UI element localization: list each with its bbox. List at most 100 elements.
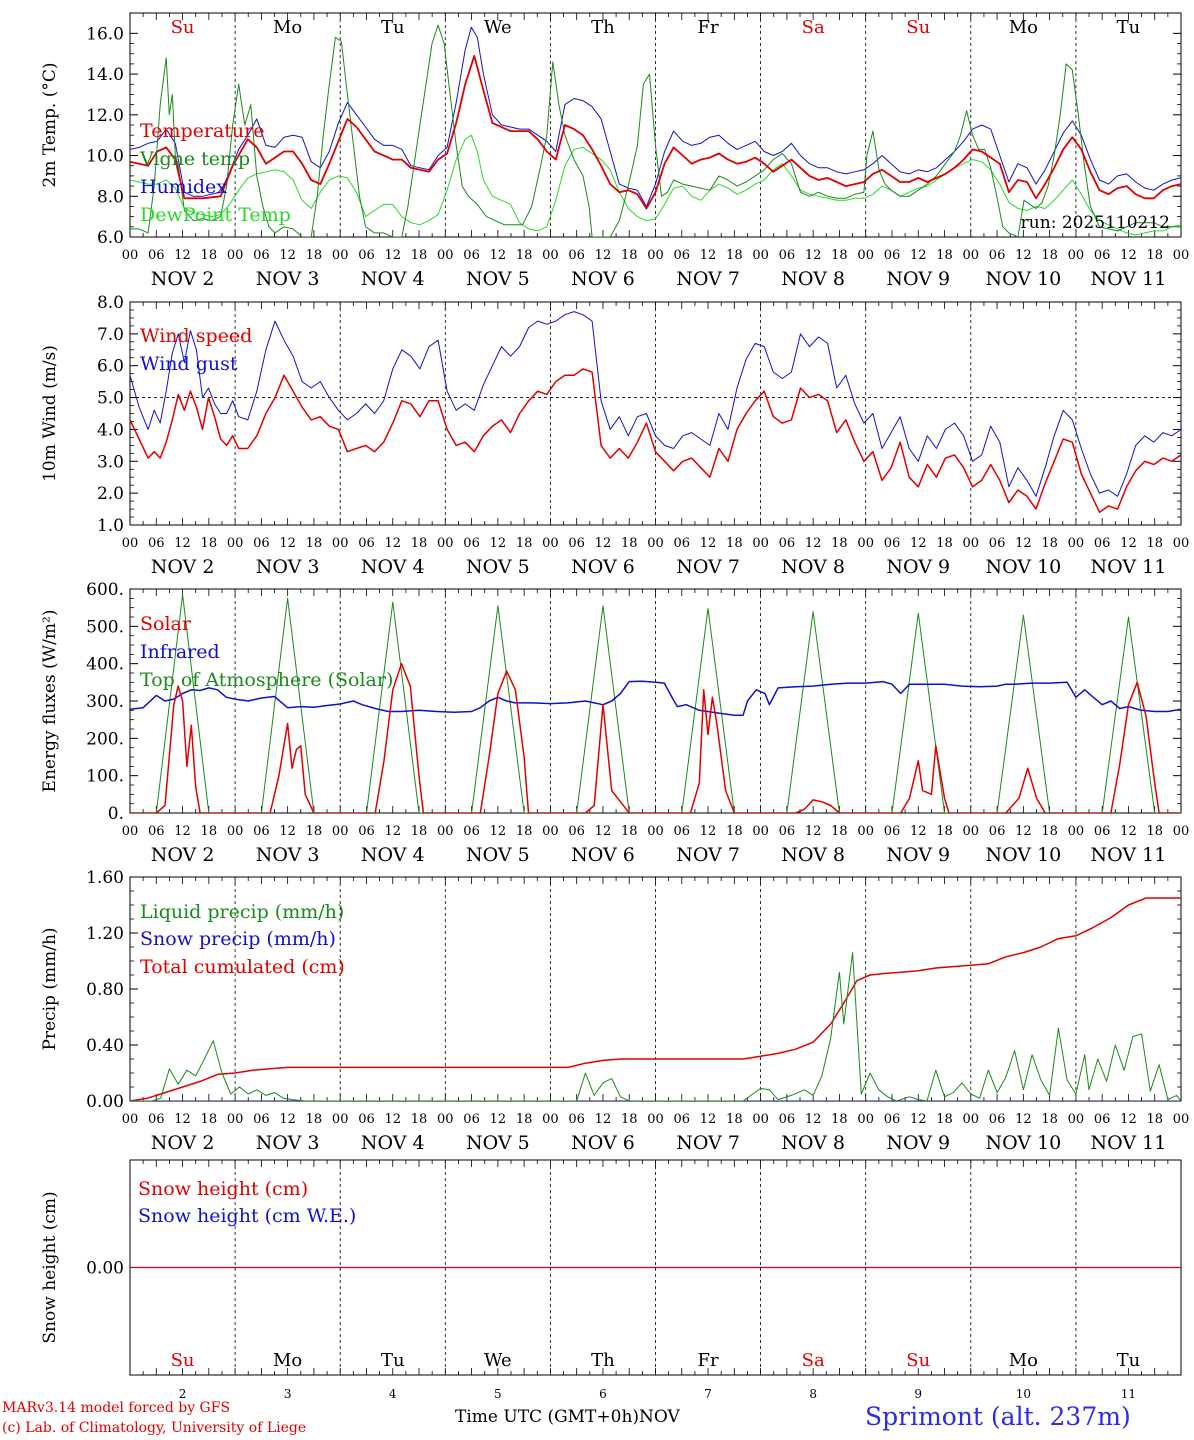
hour-tick-label: 12: [1120, 536, 1137, 551]
y-tick-label: 3.0: [97, 452, 124, 472]
hour-tick-label: 12: [384, 248, 401, 263]
hour-tick-label: 00: [227, 1112, 244, 1127]
date-label: NOV 2: [151, 556, 215, 578]
day-of-week-label: Th: [591, 17, 615, 38]
panel-temperature: 6.0 8.0 10.0 12.0 14.0 16.0 2m Temp. (°C) Tempe…: [40, 12, 1189, 290]
hour-tick-label: 00: [332, 248, 349, 263]
y-tick-label: 500.: [86, 617, 124, 637]
date-label: NOV 7: [676, 844, 740, 866]
date-label: NOV 9: [886, 556, 950, 578]
series-line-vigne-temp: [130, 24, 1181, 237]
y-tick-label: 8.0: [97, 187, 124, 207]
hour-tick-label: 00: [752, 536, 769, 551]
hour-tick-label: 06: [884, 248, 901, 263]
day-number-label: 2: [179, 1387, 187, 1401]
hour-tick-label: 12: [805, 536, 822, 551]
hour-tick-label: 00: [332, 536, 349, 551]
hour-tick-label: 12: [595, 824, 612, 839]
date-label: NOV 9: [886, 844, 950, 866]
date-label: NOV 8: [781, 844, 845, 866]
date-label: NOV 10: [985, 268, 1061, 290]
hour-tick-label: 06: [358, 536, 375, 551]
y-tick-label: 0.00: [86, 1259, 124, 1279]
hour-tick-label: 12: [279, 536, 296, 551]
hour-tick-label: 12: [1015, 536, 1032, 551]
date-label: NOV 7: [676, 268, 740, 290]
x-axis-title-text: Time UTC (GMT+0h): [455, 1407, 640, 1427]
y-tick-label: 16.0: [86, 24, 124, 44]
hour-tick-label: 00: [227, 248, 244, 263]
series-line-wind-speed: [130, 368, 1181, 514]
hour-tick-label: 12: [279, 824, 296, 839]
hour-tick-label: 12: [805, 1112, 822, 1127]
day-of-week-label: Tu: [1117, 1350, 1141, 1371]
hour-tick-label: 00: [437, 1112, 454, 1127]
hour-tick-label: 18: [621, 536, 638, 551]
date-label: NOV 5: [466, 1132, 530, 1154]
hour-tick-label: 18: [1041, 1112, 1058, 1127]
hour-tick-label: 12: [595, 1112, 612, 1127]
hour-tick-label: 00: [227, 824, 244, 839]
hour-tick-label: 06: [148, 824, 165, 839]
date-label: NOV 5: [466, 844, 530, 866]
series-group: [130, 311, 1181, 514]
hour-tick-label: 12: [1015, 248, 1032, 263]
day-number-label: 10: [1016, 1387, 1031, 1401]
hour-tick-label: 00: [647, 536, 664, 551]
hour-tick-label: 00: [963, 824, 980, 839]
series-line-dewpoint-temp: [130, 134, 1181, 236]
hour-tick-label: 00: [332, 824, 349, 839]
hour-tick-label: 06: [358, 824, 375, 839]
hour-tick-label: 06: [253, 824, 270, 839]
date-label: NOV 9: [886, 268, 950, 290]
hour-tick-label: 00: [437, 536, 454, 551]
hour-tick-label: 18: [936, 1112, 953, 1127]
y-axis-label: Energy fluxes (W/m²): [40, 610, 60, 793]
legend-entry: Snow height (cm W.E.): [138, 1205, 356, 1227]
hour-tick-label: 00: [542, 824, 559, 839]
date-label: NOV 3: [256, 844, 320, 866]
hour-tick-label: 06: [148, 1112, 165, 1127]
hour-tick-label: 12: [384, 1112, 401, 1127]
series-line-total-cumulated-cm-: [130, 897, 1181, 1101]
day-of-week-label: Su: [906, 1350, 930, 1371]
day-number-label: 3: [284, 1387, 292, 1401]
hour-tick-label: 12: [174, 536, 191, 551]
hour-tick-label: 06: [779, 1112, 796, 1127]
hour-tick-label: 06: [884, 536, 901, 551]
hour-tick-label: 06: [568, 536, 585, 551]
date-label: NOV 4: [361, 1132, 425, 1154]
hour-tick-label: 00: [963, 248, 980, 263]
y-axis-label: Snow height (cm): [40, 1191, 60, 1343]
credit-line-model: MARv3.14 model forced by GFS: [2, 1400, 231, 1416]
hour-tick-label: 06: [148, 536, 165, 551]
hour-tick-label: 18: [411, 536, 428, 551]
date-label: NOV 8: [781, 1132, 845, 1154]
hour-tick-label: 06: [148, 248, 165, 263]
hour-tick-label: 12: [595, 536, 612, 551]
hour-tick-label: 12: [490, 248, 507, 263]
hour-tick-label: 00: [437, 248, 454, 263]
hour-tick-label: 06: [1094, 536, 1111, 551]
hour-tick-label: 06: [358, 248, 375, 263]
hour-tick-label: 12: [595, 248, 612, 263]
hour-tick-label: 00: [963, 1112, 980, 1127]
hour-tick-label: 00: [1068, 248, 1085, 263]
hour-tick-label: 06: [674, 824, 691, 839]
day-of-week-label: Su: [171, 17, 195, 38]
hour-tick-label: 12: [174, 1112, 191, 1127]
model-credits: MARv3.14 model forced by GFS (c) Lab. of…: [2, 1398, 306, 1438]
hour-tick-label: 12: [490, 536, 507, 551]
y-tick-label: 14.0: [86, 65, 124, 85]
y-tick-label: 600.: [86, 580, 124, 600]
y-tick-label: 300.: [86, 692, 124, 712]
hour-tick-label: 06: [674, 536, 691, 551]
legend-entry: Humidex: [140, 176, 227, 198]
hour-tick-label: 06: [253, 536, 270, 551]
y-tick-label: 6.0: [97, 228, 124, 248]
legend-entry: Snow height (cm): [138, 1178, 308, 1200]
hour-tick-label: 18: [411, 824, 428, 839]
hour-tick-label: 18: [1146, 1112, 1163, 1127]
series-line-humidex: [130, 26, 1181, 207]
hour-tick-label: 00: [1068, 824, 1085, 839]
